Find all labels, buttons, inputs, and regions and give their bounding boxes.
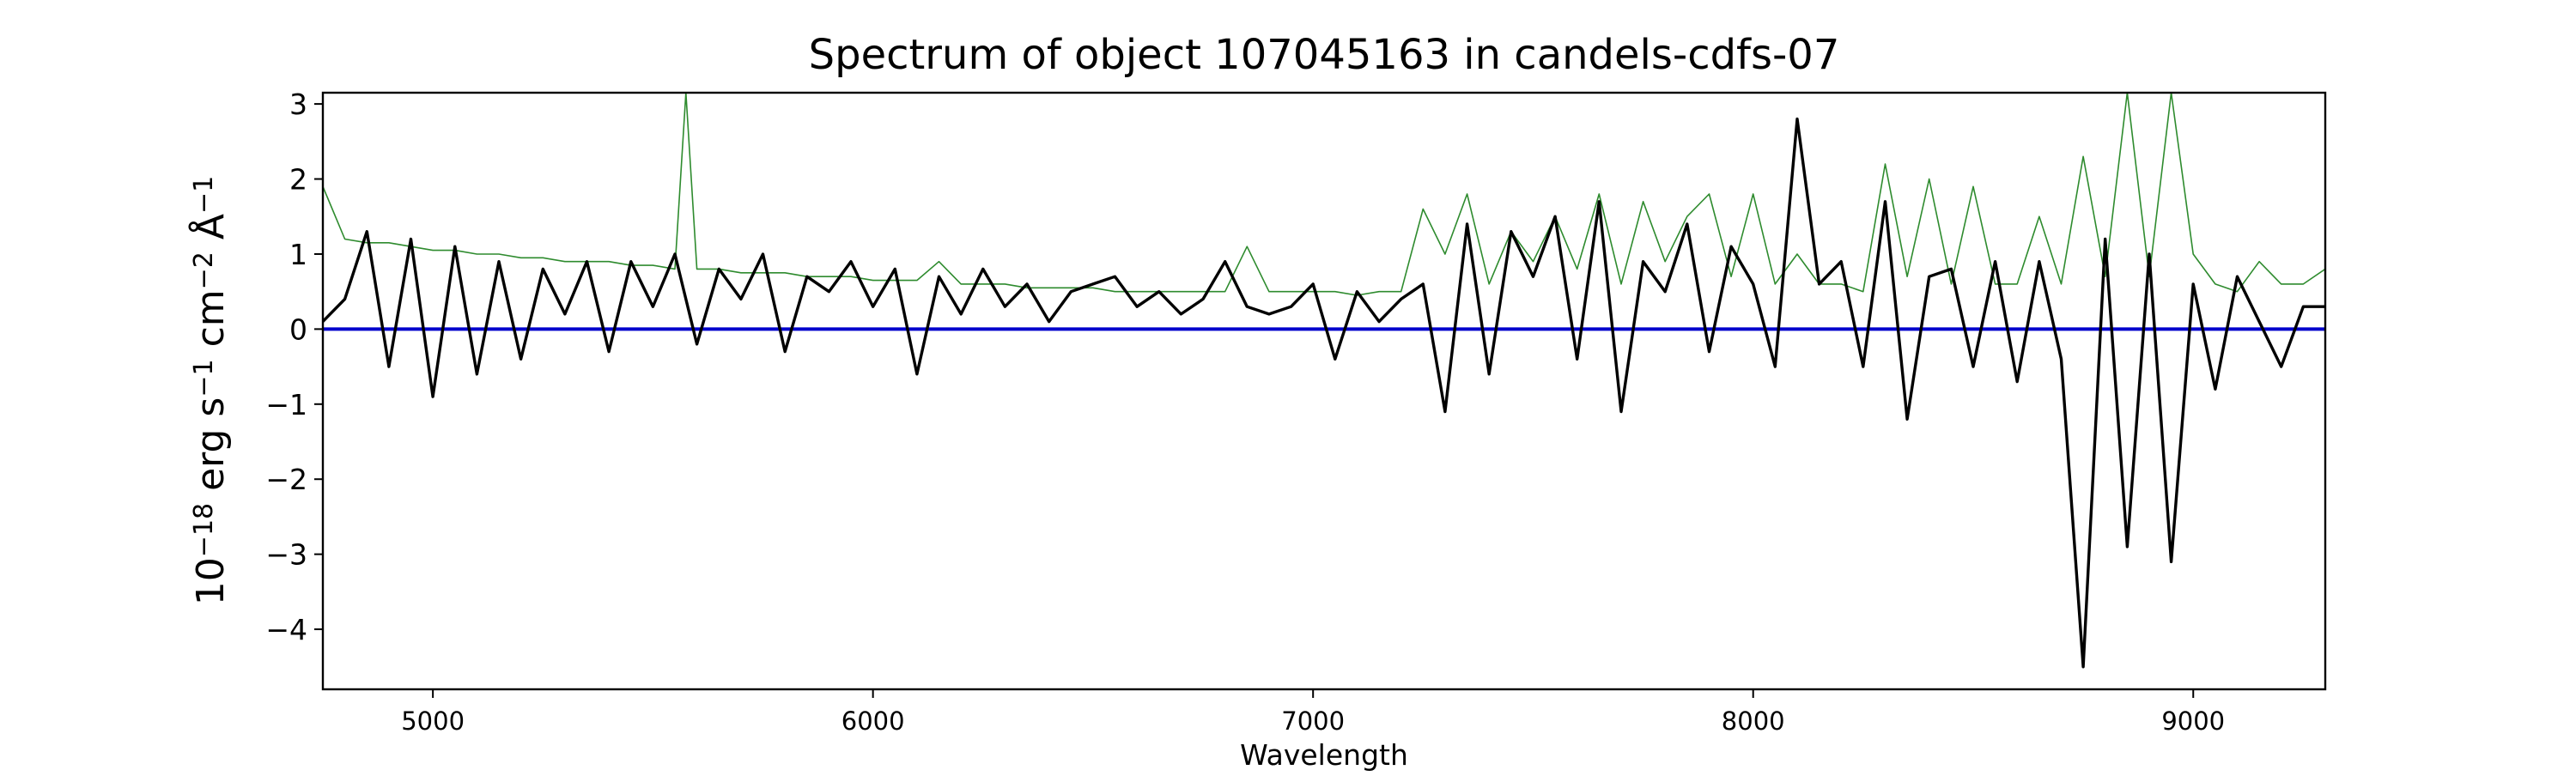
x-axis-label: Wavelength — [1240, 738, 1408, 772]
y-tick-label: −1 — [265, 388, 307, 421]
y-tick-label: 0 — [289, 312, 307, 346]
y-tick-label: −2 — [265, 463, 307, 496]
y-axis-label-text: Å — [187, 214, 233, 252]
chart-title: Spectrum of object 107045163 in candels-… — [809, 31, 1840, 79]
y-axis-label: 10−18 erg s−1 cm−2 Å−1 — [187, 176, 233, 605]
x-axis: 5000 6000 7000 8000 9000 — [401, 689, 2225, 736]
y-axis-label-exponent: −1 — [189, 359, 219, 397]
y-axis-label-exponent: −1 — [189, 176, 219, 214]
plot-frame — [321, 91, 2327, 691]
y-axis-label-text: 10 — [189, 557, 233, 605]
y-tick-label: 2 — [289, 163, 307, 197]
plot-area — [323, 93, 2325, 669]
x-tick-label: 6000 — [841, 706, 905, 736]
x-tick-label: 8000 — [1722, 706, 1785, 736]
y-tick-label: −3 — [265, 538, 307, 572]
y-axis-label-text: erg s — [189, 397, 233, 503]
noise-series-line — [323, 93, 2325, 296]
y-axis-label-exponent: −18 — [189, 503, 219, 557]
y-axis-label-text: cm — [189, 289, 233, 359]
y-tick-label: 1 — [289, 238, 307, 271]
x-tick-label: 7000 — [1281, 706, 1345, 736]
y-tick-label: 3 — [289, 88, 307, 121]
x-tick-label: 9000 — [2161, 706, 2225, 736]
y-axis: −4 −3 −2 −1 0 1 2 3 — [265, 88, 323, 646]
flux-series-line — [323, 117, 2325, 669]
y-tick-label: −4 — [265, 613, 307, 646]
x-tick-label: 5000 — [401, 706, 465, 736]
y-axis-label-exponent: −2 — [189, 252, 219, 289]
